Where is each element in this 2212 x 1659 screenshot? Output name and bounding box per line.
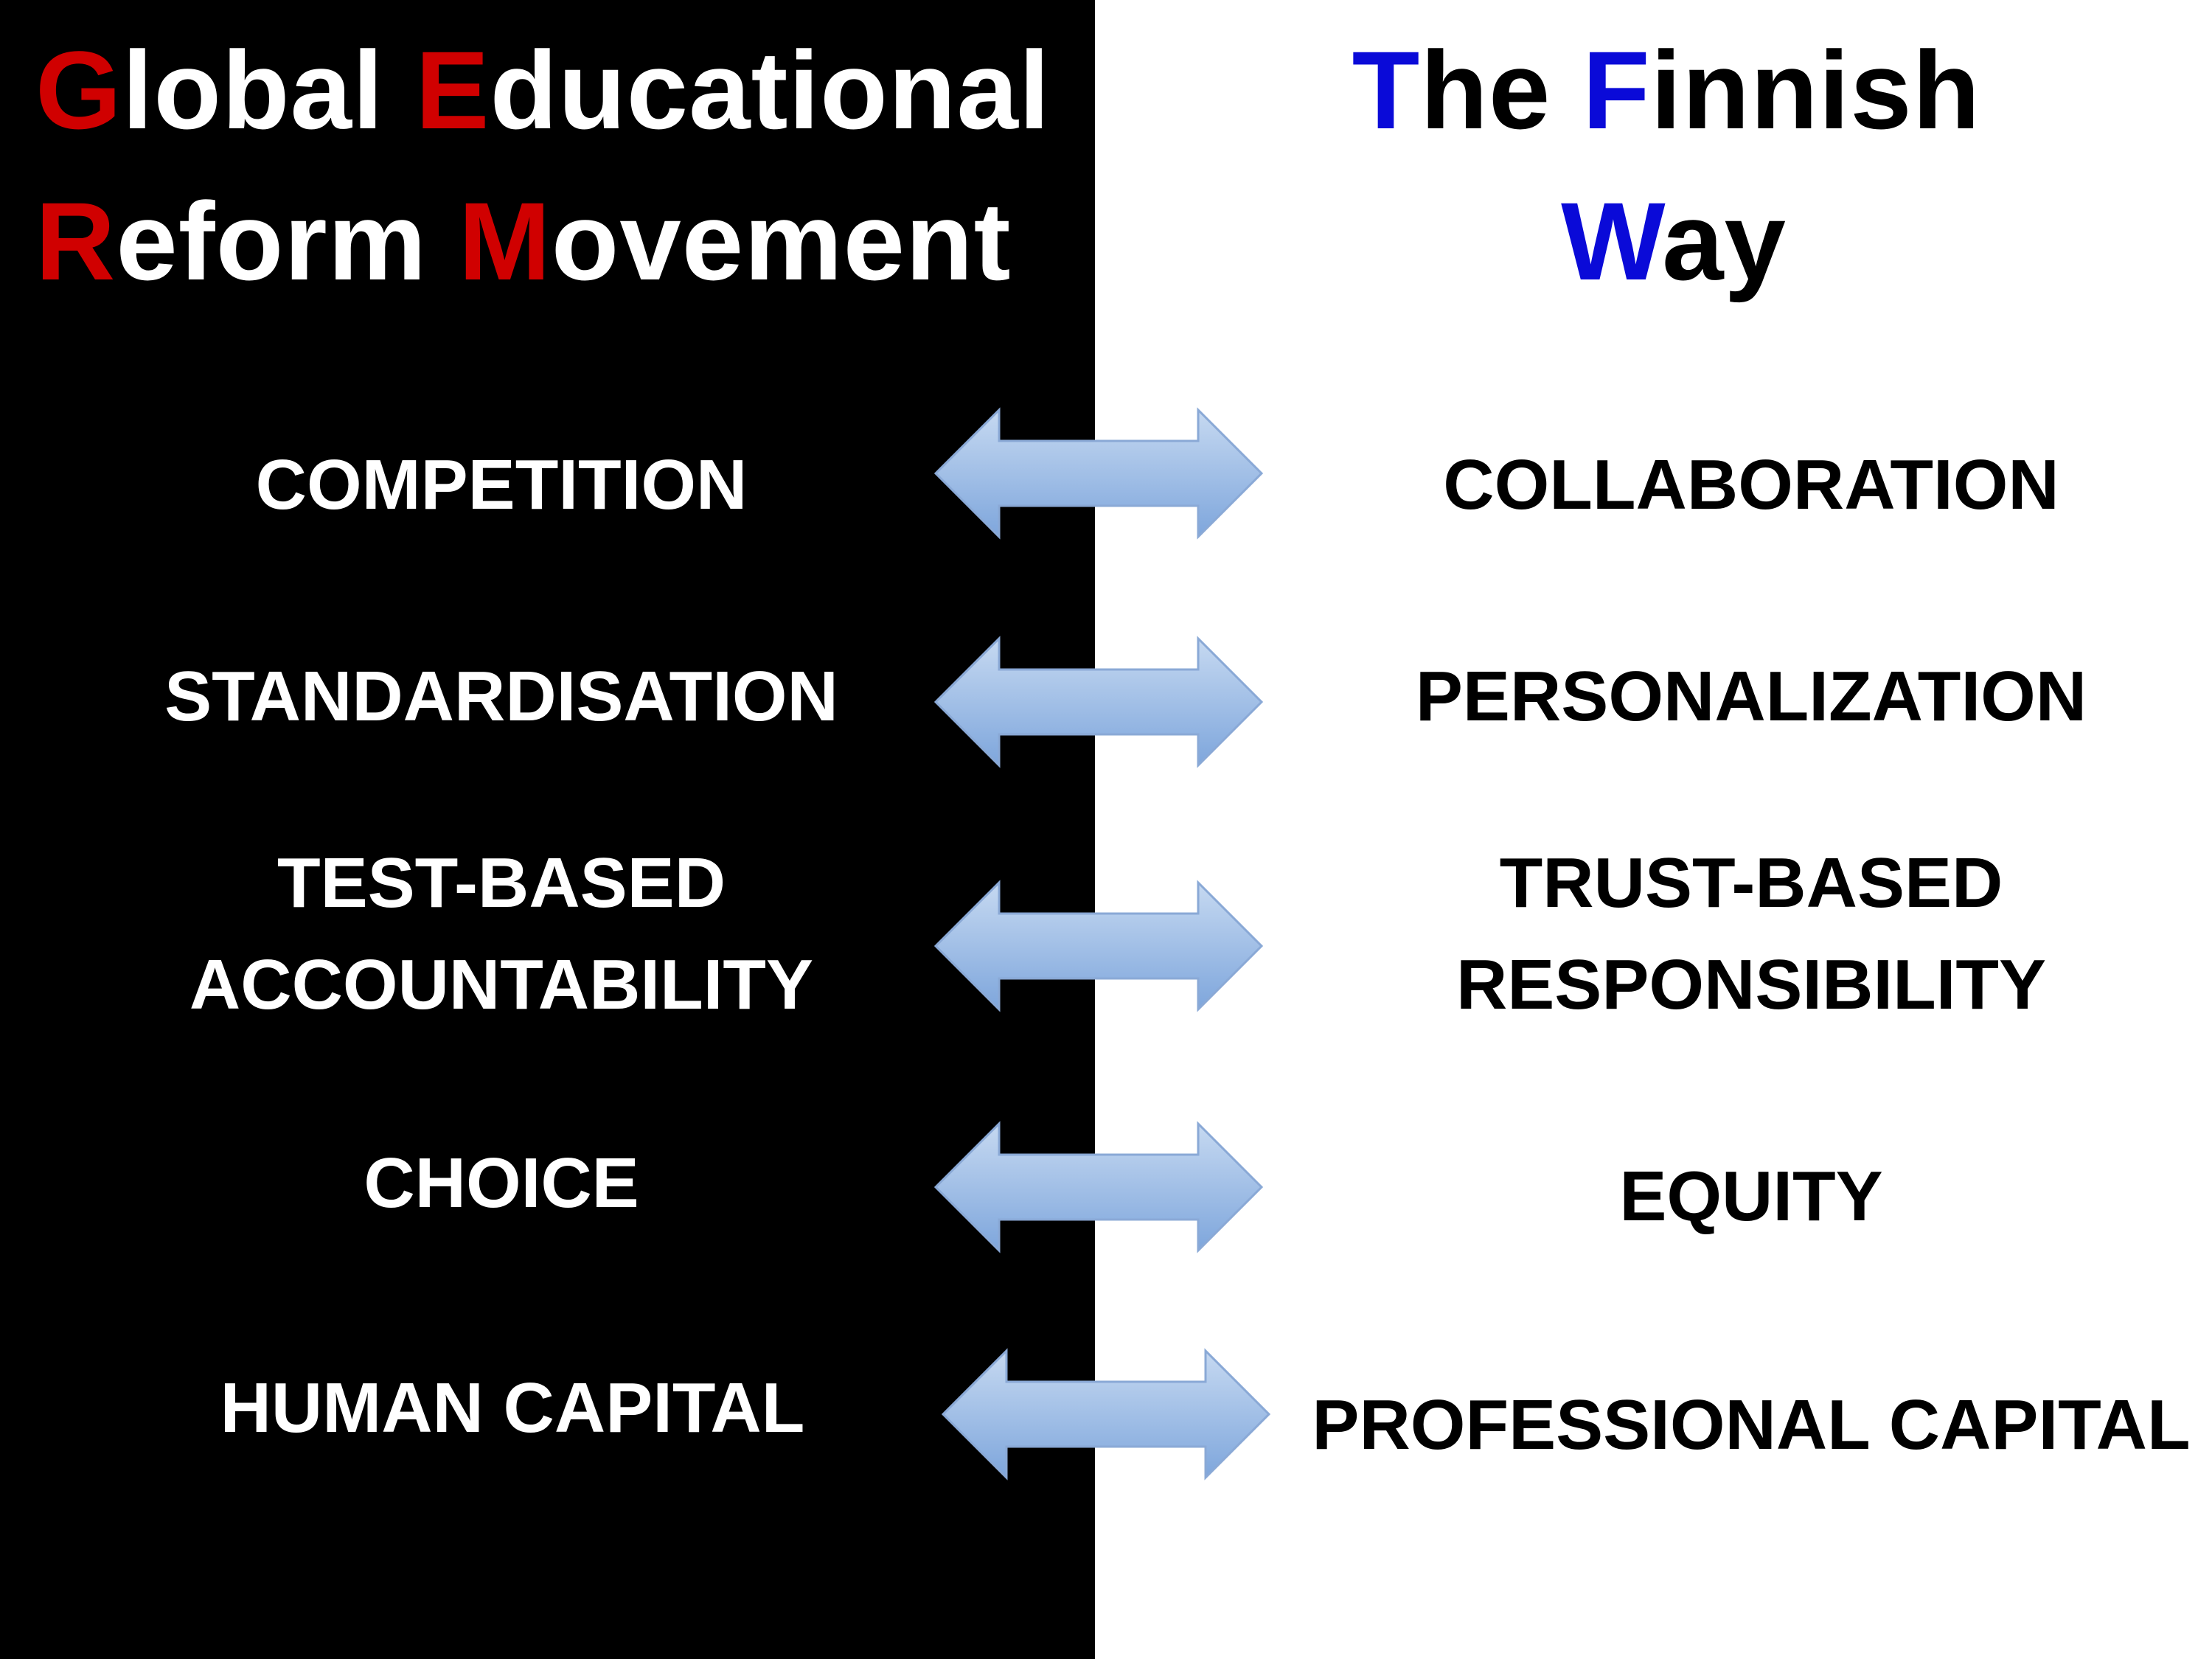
left-title-part: ducational — [490, 28, 1051, 152]
right-term-equity: EQUITY — [1298, 1161, 2205, 1232]
right-title-line-2: Way — [1253, 166, 2079, 317]
term-line: CHOICE — [364, 1144, 639, 1222]
double-headed-arrow-icon — [933, 407, 1265, 540]
double-headed-arrow-icon — [933, 636, 1265, 768]
right-title-part: innish — [1650, 28, 1981, 152]
double-headed-arrow-icon — [940, 1348, 1272, 1481]
term-line: RESPONSIBILITY — [1455, 945, 2047, 1024]
term-line: COLLABORATION — [1443, 445, 2059, 524]
right-term-personalization: PERSONALIZATION — [1298, 661, 2205, 732]
left-panel — [0, 0, 1095, 1659]
right-title-part: T — [1352, 28, 1421, 152]
left-title-part: eform — [116, 179, 459, 303]
left-title-part: G — [35, 28, 122, 152]
left-term-test-based-accountability: TEST-BASED ACCOUNTABILITY — [66, 848, 936, 1020]
term-line: ACCOUNTABILITY — [189, 945, 814, 1024]
right-title-part: W — [1561, 179, 1663, 303]
right-title: The Finnish Way — [1253, 15, 2079, 317]
right-title-line-1: The Finnish — [1253, 15, 2079, 166]
left-title-part: ovement — [551, 179, 1012, 303]
right-panel — [1095, 0, 2212, 1659]
double-headed-arrow-icon — [933, 1121, 1265, 1253]
left-title-part: lobal — [122, 28, 416, 152]
right-title-part: ay — [1662, 179, 1787, 303]
right-term-trust-based-responsibility: TRUST-BASED RESPONSIBILITY — [1298, 848, 2205, 1020]
left-term-competition: COMPETITION — [66, 450, 936, 521]
term-line: COMPETITION — [255, 445, 748, 524]
left-title-part: R — [35, 179, 116, 303]
double-headed-arrow-icon — [933, 880, 1265, 1012]
right-title-part: he — [1420, 28, 1583, 152]
left-title-line-1: Global Educational — [35, 15, 1051, 166]
term-line: PERSONALIZATION — [1415, 657, 2087, 736]
term-line: STANDARDISATION — [164, 657, 838, 736]
left-term-standardisation: STANDARDISATION — [66, 661, 936, 732]
left-title: Global Educational Reform Movement — [35, 15, 1051, 317]
term-line: PROFESSIONAL CAPITAL — [1312, 1385, 2191, 1464]
left-title-line-2: Reform Movement — [35, 166, 1051, 317]
right-term-collaboration: COLLABORATION — [1298, 450, 2205, 521]
term-line: EQUITY — [1619, 1157, 1883, 1236]
left-term-human-capital: HUMAN CAPITAL — [77, 1373, 947, 1444]
left-term-choice: CHOICE — [66, 1148, 936, 1219]
right-term-professional-capital: PROFESSIONAL CAPITAL — [1298, 1390, 2205, 1461]
left-title-part: E — [415, 28, 490, 152]
term-line: TRUST-BASED — [1499, 844, 2003, 922]
right-title-part: F — [1582, 28, 1651, 152]
term-line: TEST-BASED — [276, 844, 726, 922]
term-line: HUMAN CAPITAL — [220, 1368, 805, 1447]
left-title-part: M — [458, 179, 552, 303]
